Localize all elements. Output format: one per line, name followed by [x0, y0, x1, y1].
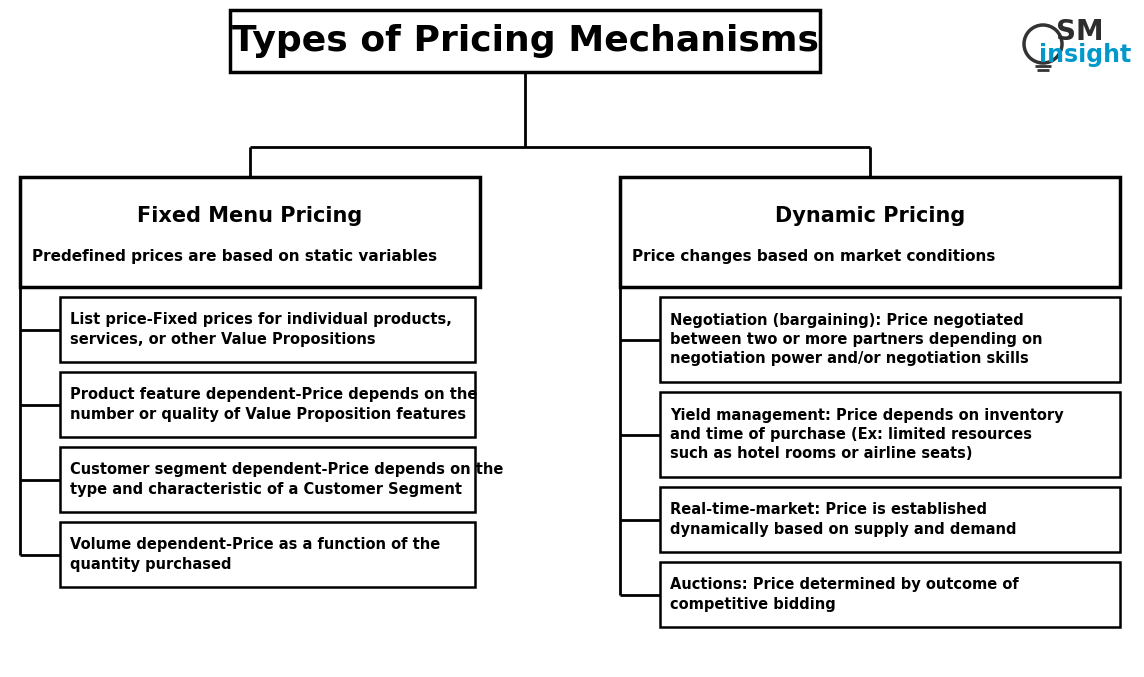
- Text: Types of Pricing Mechanisms: Types of Pricing Mechanisms: [231, 24, 818, 58]
- FancyBboxPatch shape: [660, 562, 1120, 627]
- FancyBboxPatch shape: [59, 447, 475, 512]
- FancyBboxPatch shape: [59, 297, 475, 362]
- FancyBboxPatch shape: [19, 177, 480, 287]
- Text: Price changes based on market conditions: Price changes based on market conditions: [631, 248, 995, 264]
- Text: Auctions: Price determined by outcome of
competitive bidding: Auctions: Price determined by outcome of…: [670, 577, 1019, 611]
- FancyBboxPatch shape: [59, 522, 475, 587]
- Text: Product feature dependent-Price depends on the
number or quality of Value Propos: Product feature dependent-Price depends …: [70, 387, 477, 422]
- Text: Negotiation (bargaining): Price negotiated
between two or more partners dependin: Negotiation (bargaining): Price negotiat…: [670, 313, 1042, 366]
- Text: SM: SM: [1056, 18, 1104, 46]
- FancyBboxPatch shape: [230, 10, 820, 72]
- Text: List price-Fixed prices for individual products,
services, or other Value Propos: List price-Fixed prices for individual p…: [70, 312, 452, 347]
- Text: Volume dependent-Price as a function of the
quantity purchased: Volume dependent-Price as a function of …: [70, 538, 440, 571]
- FancyBboxPatch shape: [660, 487, 1120, 552]
- Text: Customer segment dependent-Price depends on the
type and characteristic of a Cus: Customer segment dependent-Price depends…: [70, 462, 503, 497]
- FancyBboxPatch shape: [59, 372, 475, 437]
- FancyBboxPatch shape: [660, 297, 1120, 382]
- FancyBboxPatch shape: [660, 392, 1120, 477]
- Text: Fixed Menu Pricing: Fixed Menu Pricing: [137, 206, 363, 225]
- Text: Real-time-market: Price is established
dynamically based on supply and demand: Real-time-market: Price is established d…: [670, 502, 1017, 537]
- Text: Predefined prices are based on static variables: Predefined prices are based on static va…: [32, 248, 437, 264]
- Text: Yield management: Price depends on inventory
and time of purchase (Ex: limited r: Yield management: Price depends on inven…: [670, 408, 1064, 461]
- Text: Dynamic Pricing: Dynamic Pricing: [774, 206, 966, 225]
- FancyBboxPatch shape: [620, 177, 1120, 287]
- Text: insight: insight: [1039, 43, 1131, 67]
